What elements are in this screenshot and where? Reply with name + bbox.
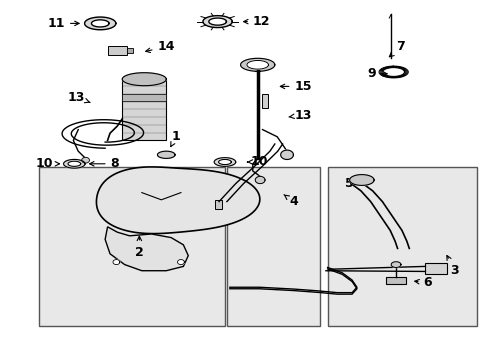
Polygon shape [261,94,268,108]
Text: 6: 6 [414,276,431,289]
Text: 5: 5 [345,177,356,190]
Polygon shape [203,16,232,27]
Text: 13: 13 [67,91,90,104]
Text: 10: 10 [35,157,60,170]
Text: 15: 15 [280,80,311,93]
Polygon shape [157,151,175,158]
Polygon shape [425,263,447,274]
Polygon shape [127,48,133,53]
Polygon shape [91,20,109,27]
Polygon shape [246,60,268,69]
Polygon shape [63,159,85,168]
Polygon shape [105,227,188,271]
Text: 8: 8 [89,157,119,170]
Text: 3: 3 [446,256,458,276]
Polygon shape [84,17,116,30]
Polygon shape [122,79,166,140]
Text: 14: 14 [145,40,175,53]
Polygon shape [386,277,405,284]
Text: 13: 13 [288,109,311,122]
Polygon shape [255,176,264,184]
Polygon shape [208,18,226,25]
Text: 12: 12 [243,15,270,28]
Text: 4: 4 [284,195,297,208]
Text: 9: 9 [366,67,386,80]
Text: 2: 2 [135,236,143,258]
Text: 10: 10 [247,156,267,168]
Polygon shape [390,262,400,267]
Polygon shape [68,161,81,166]
Polygon shape [215,200,222,209]
Bar [327,167,476,326]
Polygon shape [177,260,184,265]
Polygon shape [122,73,166,86]
Polygon shape [81,157,89,163]
Text: 11: 11 [47,17,79,30]
Polygon shape [214,158,235,166]
Text: 1: 1 [170,130,180,147]
Bar [39,167,224,326]
Polygon shape [218,159,231,165]
Polygon shape [96,167,259,234]
Polygon shape [107,46,127,55]
Text: 7: 7 [388,40,405,57]
Bar [227,167,320,326]
Polygon shape [349,175,373,185]
Polygon shape [240,58,274,71]
Polygon shape [280,150,293,159]
Polygon shape [122,94,166,101]
Polygon shape [113,260,120,265]
